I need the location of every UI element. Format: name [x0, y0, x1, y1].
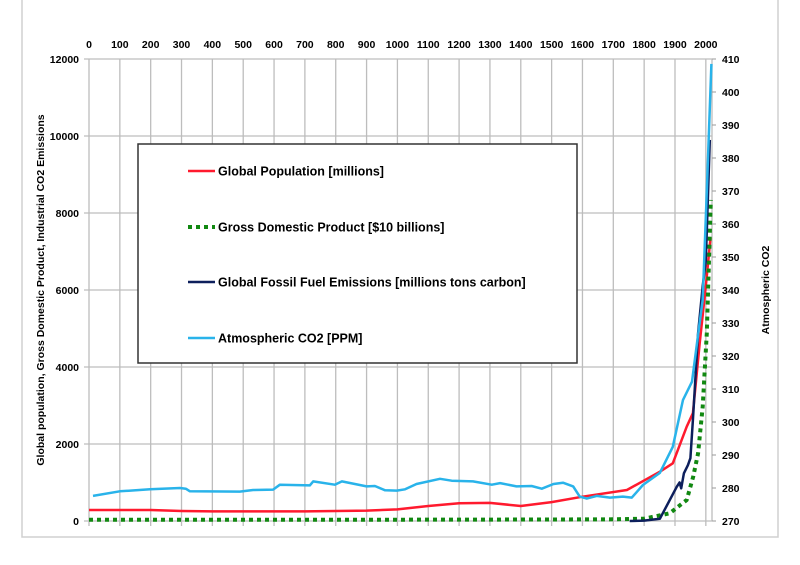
x-tick-label: 500	[234, 39, 252, 51]
left-tick-label: 8000	[56, 208, 80, 220]
left-axis-ticks: 0 2000 4000 6000 8000 10000 12000	[50, 54, 79, 528]
x-tick-label: 1000	[386, 39, 410, 51]
right-tick-label: 330	[722, 318, 740, 330]
legend: Global Population [millions] Gross Domest…	[137, 143, 578, 364]
right-tick-label: 340	[722, 285, 740, 297]
x-tick-label: 1100	[417, 39, 440, 51]
x-tick-label: 2000	[694, 39, 718, 51]
x-tick-label: 200	[142, 39, 160, 51]
x-tick-label: 1800	[632, 39, 656, 51]
legend-label: Global Fossil Fuel Emissions [millions t…	[218, 276, 526, 290]
right-tick-label: 400	[722, 87, 740, 99]
legend-label: Global Population [millions]	[218, 165, 384, 179]
left-tick-label: 10000	[50, 131, 79, 143]
left-tick-label: 4000	[56, 362, 80, 374]
x-tick-label: 400	[204, 39, 222, 51]
legend-label: Atmospheric CO2 [PPM]	[218, 332, 362, 346]
right-tick-label: 280	[722, 483, 740, 495]
right-tick-label: 320	[722, 351, 740, 363]
x-tick-label: 1700	[602, 39, 626, 51]
series-lines	[88, 63, 713, 523]
x-tick-label: 100	[111, 39, 129, 51]
x-axis-ticks: 0 100 200 300 400 500 600 700 800 900 1000 1100 1200…	[86, 39, 718, 51]
x-tick-label: 1400	[509, 39, 533, 51]
left-tick-label: 0	[73, 516, 79, 528]
legend-box	[137, 143, 578, 364]
right-tick-label: 360	[722, 219, 740, 231]
x-tick-label: 1500	[540, 39, 564, 51]
right-tick-label: 390	[722, 120, 740, 132]
x-tick-label: 800	[327, 39, 345, 51]
right-tick-label: 310	[722, 384, 740, 396]
series-line	[88, 199, 713, 522]
right-tick-label: 380	[722, 153, 740, 165]
right-axis-ticks: 270 280 290 300 310 320 330 340 350 360 370 380 390 4…	[712, 54, 740, 528]
x-tick-label: 900	[358, 39, 376, 51]
x-tick-label: 300	[173, 39, 191, 51]
left-axis-label: Global population, Gross Domestic Produc…	[35, 114, 47, 465]
x-tick-label: 1200	[447, 39, 471, 51]
right-tick-label: 410	[722, 54, 740, 66]
left-tick-label: 12000	[50, 54, 79, 66]
x-tick-label: 0	[86, 39, 92, 51]
left-tick-label: 6000	[56, 285, 80, 297]
x-tick-label: 1300	[478, 39, 502, 51]
left-tick-label: 2000	[56, 439, 80, 451]
right-axis-label: Atmospheric CO2	[760, 245, 772, 334]
x-tick-label: 1600	[571, 39, 595, 51]
right-tick-label: 290	[722, 450, 740, 462]
series-line	[92, 63, 713, 500]
right-tick-label: 300	[722, 417, 740, 429]
x-tick-label: 600	[265, 39, 283, 51]
x-tick-label: 700	[296, 39, 314, 51]
right-tick-label: 350	[722, 252, 740, 264]
legend-label: Gross Domestic Product [$10 billions]	[218, 221, 444, 235]
right-tick-label: 370	[722, 186, 740, 198]
x-tick-label: 1900	[663, 39, 687, 51]
series-line	[89, 237, 712, 513]
right-tick-label: 270	[722, 516, 740, 528]
chart-frame	[21, 0, 779, 538]
